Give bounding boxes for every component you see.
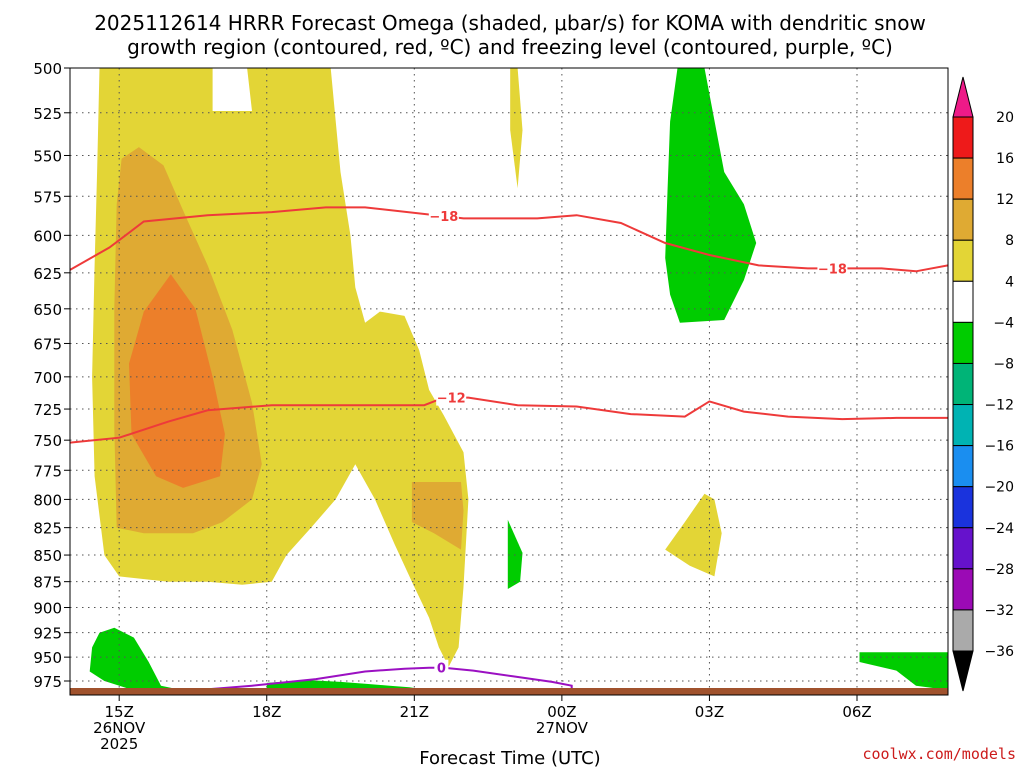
x-tick-label-4-0: 03Z (695, 703, 724, 721)
colorbar-swatch-11 (952, 568, 974, 611)
y-tick-label-725: 725 (33, 401, 62, 419)
colorbar-label-3: 8 (1005, 233, 1014, 249)
omega-region-2 (665, 493, 722, 577)
colorbar-swatch-1 (952, 157, 974, 200)
colorbar-top-arrow (952, 76, 974, 118)
y-axis-pressure: 500 525 550 575 600 625 650 675 700 725 750 775 800 8… (33, 60, 70, 691)
contour-label-3: 0 (437, 662, 446, 677)
x-tick-label-1-0: 18Z (252, 703, 281, 721)
colorbar-swatch-3 (952, 239, 974, 282)
ground-strip (70, 688, 948, 695)
colorbar-label-6: −8 (993, 356, 1014, 372)
colorbar-swatch-5 (952, 321, 974, 364)
colorbar-label-10: −24 (984, 521, 1014, 537)
chart-title-line-2: growth region (contoured, red, ºC) and f… (127, 35, 893, 59)
colorbar-label-0: 20 (996, 110, 1014, 126)
colorbar-label-1: 16 (996, 151, 1014, 167)
y-tick-label-600: 600 (33, 227, 62, 245)
omega-region-7 (507, 519, 523, 589)
contour-label-1: −18 (818, 262, 847, 277)
x-tick-label-2-0: 21Z (400, 703, 429, 721)
x-tick-label-0-2: 2025 (100, 735, 138, 753)
omega-region-10 (859, 652, 948, 691)
x-tick-label-0-0: 15Z (105, 703, 134, 721)
contour-label-bg-3 (434, 659, 449, 676)
colorbar-swatch-9 (952, 486, 974, 529)
chart-title-line-1: 2025112614 HRRR Forecast Omega (shaded, … (94, 11, 926, 35)
colorbar-swatch-0 (952, 116, 974, 159)
colorbar-label-2: 12 (996, 192, 1014, 208)
x-axis-title: Forecast Time (UTC) (419, 748, 600, 768)
y-tick-label-800: 800 (33, 491, 62, 509)
omega-region-6 (665, 68, 757, 323)
y-tick-label-825: 825 (33, 520, 62, 538)
colorbar-bottom-arrow (952, 650, 974, 692)
colorbar-label-7: −12 (984, 398, 1014, 414)
colorbar-swatch-8 (952, 445, 974, 488)
contour-layer: −18 −18 −12 0 (70, 206, 948, 695)
plot-frame (69, 67, 949, 696)
colorbar-label-13: −36 (984, 644, 1014, 660)
colorbar-swatch-2 (952, 198, 974, 241)
colorbar-label-9: −20 (984, 480, 1014, 496)
grid-lines (70, 67, 948, 695)
colorbar-label-4: 4 (1005, 274, 1014, 290)
contour-label-bg-1 (817, 260, 848, 277)
colorbar-label-5: −4 (993, 315, 1014, 331)
y-tick-label-925: 925 (33, 625, 62, 643)
colorbar-swatch-7 (952, 404, 974, 447)
colorbar-swatch-12 (952, 609, 974, 652)
colorbar-swatch-4 (952, 280, 974, 323)
y-tick-label-525: 525 (33, 105, 62, 123)
y-tick-label-700: 700 (33, 369, 62, 387)
colorbar-label-11: −28 (984, 562, 1014, 578)
colorbar-label-12: −32 (984, 603, 1014, 619)
colorbar-swatch-10 (952, 527, 974, 570)
y-tick-label-650: 650 (33, 301, 62, 319)
y-tick-label-575: 575 (33, 188, 62, 206)
y-tick-label-750: 750 (33, 432, 62, 450)
x-tick-label-3-0: 00Z (547, 703, 576, 721)
y-tick-label-775: 775 (33, 462, 62, 480)
colorbar-label-8: −16 (984, 439, 1014, 455)
contour-label-bg-0 (428, 208, 459, 225)
x-tick-label-5-0: 06Z (842, 703, 871, 721)
y-tick-label-850: 850 (33, 547, 62, 565)
y-tick-label-500: 500 (33, 60, 62, 78)
y-tick-label-875: 875 (33, 574, 62, 592)
omega-region-4 (411, 482, 464, 550)
omega-region-1 (510, 68, 523, 189)
y-tick-label-900: 900 (33, 600, 62, 618)
contour-label-0: −18 (429, 210, 458, 225)
y-tick-label-950: 950 (33, 649, 62, 667)
colorbar-swatch-6 (952, 362, 974, 406)
contour-line-1 (70, 396, 948, 444)
omega-shading-layer (89, 68, 948, 692)
y-tick-label-975: 975 (33, 673, 62, 691)
omega-region-8 (89, 627, 184, 691)
contour-label-2: −12 (437, 392, 466, 407)
x-tick-label-3-1: 27NOV (536, 719, 589, 737)
x-tick-label-0-1: 26NOV (93, 719, 146, 737)
credit-text: coolwx.com/models (862, 745, 1016, 763)
y-tick-label-550: 550 (33, 147, 62, 165)
contour-label-bg-2 (436, 389, 467, 406)
colorbar: 20 16 12 8 4 −4 −8 −12 −16 −20 −24 −28 −32 −36 (952, 76, 1014, 692)
y-tick-label-625: 625 (33, 265, 62, 283)
omega-region-5 (129, 274, 225, 488)
y-tick-label-675: 675 (33, 335, 62, 353)
